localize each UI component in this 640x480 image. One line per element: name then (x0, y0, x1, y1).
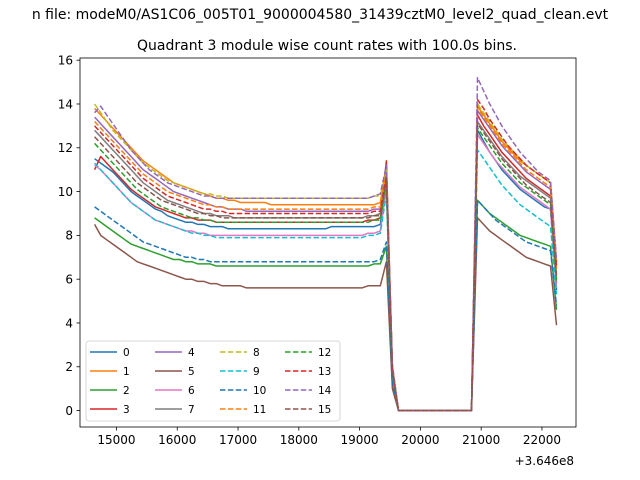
x-tick-label: 19000 (341, 433, 379, 447)
legend-label-10: 10 (253, 385, 266, 397)
series-line-13 (94, 98, 558, 412)
x-tick-label: 16000 (158, 433, 196, 447)
series-line-4 (94, 109, 558, 412)
legend-label-9: 9 (253, 366, 260, 378)
legend-label-8: 8 (253, 347, 260, 359)
series-line-12 (94, 127, 558, 412)
y-tick-label: 2 (65, 360, 73, 374)
series-line-3 (93, 114, 558, 412)
series-layer (93, 76, 558, 412)
legend-label-3: 3 (123, 404, 130, 416)
legend-label-5: 5 (188, 366, 195, 378)
legend-label-0: 0 (123, 347, 130, 359)
x-tick-label: 18000 (280, 433, 318, 447)
y-tick-label: 14 (58, 97, 73, 111)
axes-layer: 15000 16000 17000 18000 19000 20000 21000 22000… (58, 53, 561, 447)
series-line-10 (94, 199, 558, 412)
legend-label-15: 15 (318, 404, 331, 416)
x-tick-label: 15000 (97, 433, 135, 447)
y-tick-label: 16 (58, 53, 73, 67)
series-line-15 (94, 122, 558, 412)
axes-frame (79, 57, 577, 428)
figure-suptitle: n file: modeM0/AS1C06_005T01_9000004580_… (32, 7, 609, 23)
legend-label-4: 4 (188, 347, 195, 359)
legend-label-11: 11 (253, 404, 266, 416)
legend-label-14: 14 (318, 385, 332, 397)
y-tick-label: 6 (65, 272, 73, 286)
series-line-1 (94, 105, 558, 412)
series-line-5 (93, 217, 558, 412)
x-tick-label: 21000 (462, 433, 500, 447)
legend-label-2: 2 (123, 385, 130, 397)
x-tick-label: 20000 (401, 433, 439, 447)
legend-label-13: 13 (318, 366, 331, 378)
y-tick-label: 12 (58, 141, 73, 155)
legend-label-7: 7 (188, 404, 195, 416)
y-tick-label: 4 (65, 316, 73, 330)
y-tick-label: 0 (65, 404, 73, 418)
legend-label-1: 1 (123, 366, 130, 378)
y-tick-label: 8 (65, 229, 73, 243)
series-line-9 (94, 149, 558, 412)
x-offset-label: +3.646e8 (515, 454, 574, 468)
x-tick-label: 22000 (523, 433, 561, 447)
series-line-11 (94, 107, 558, 412)
legend-frame (85, 340, 341, 422)
x-tick-label: 17000 (219, 433, 257, 447)
series-line-14 (94, 76, 558, 412)
legend-label-12: 12 (318, 347, 331, 359)
y-tick-label: 10 (58, 185, 73, 199)
legend-label-6: 6 (188, 385, 195, 397)
chart-title: Quadrant 3 module wise count rates with … (137, 38, 517, 54)
